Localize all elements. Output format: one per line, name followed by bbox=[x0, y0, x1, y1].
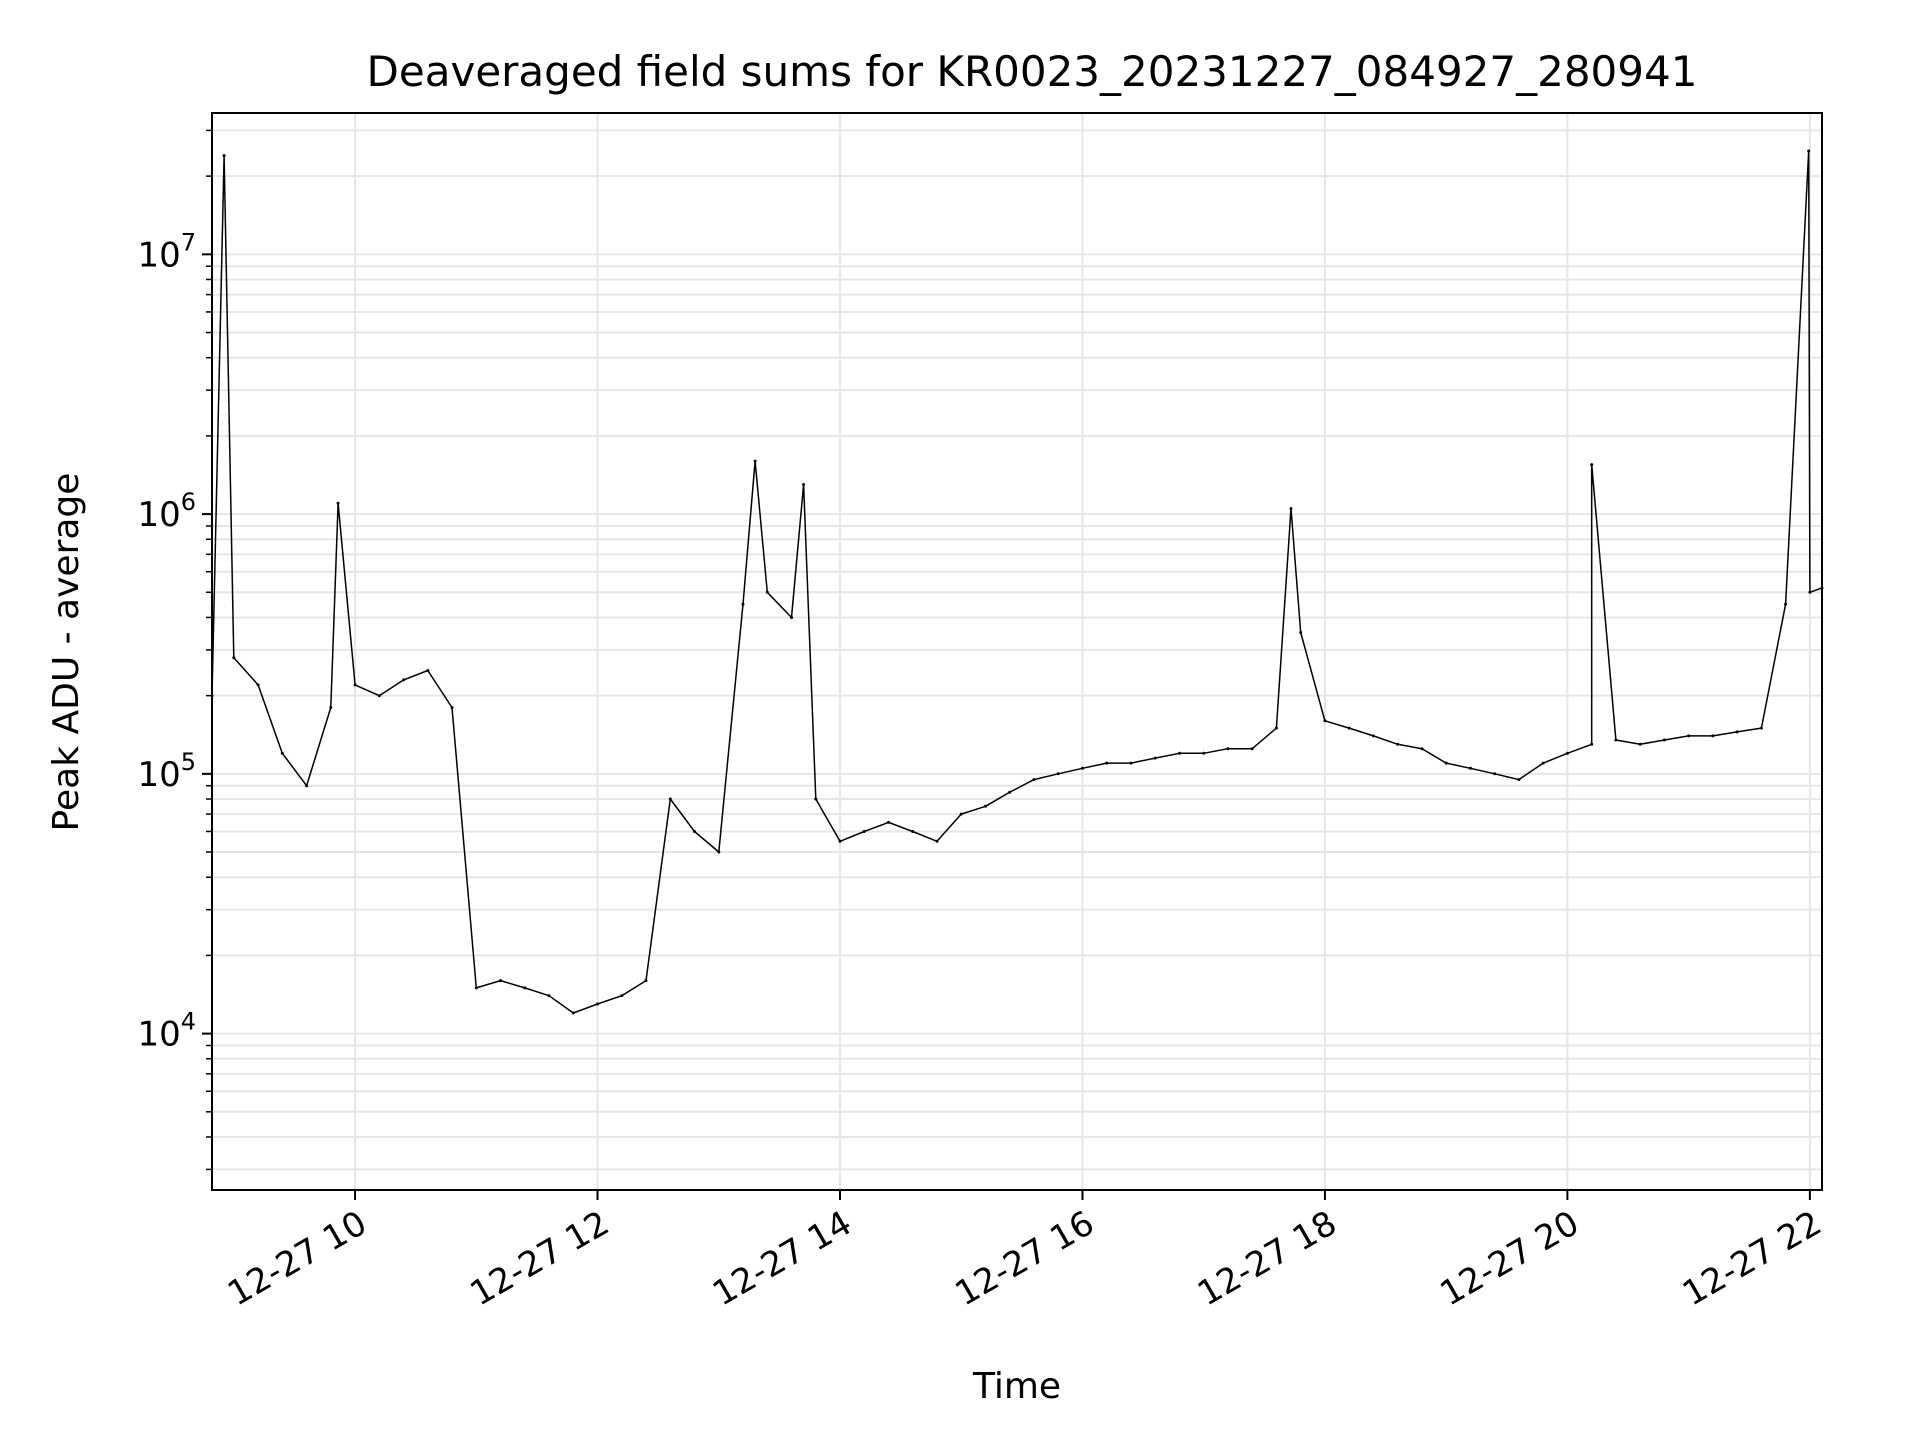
data-point bbox=[790, 616, 793, 619]
data-point bbox=[377, 694, 381, 698]
plot-frame bbox=[211, 112, 1823, 1191]
data-point bbox=[1638, 742, 1642, 746]
data-point bbox=[693, 830, 696, 833]
data-point bbox=[959, 812, 963, 816]
y-axis-label: Peak ADU - average bbox=[46, 473, 87, 832]
data-point bbox=[1420, 747, 1424, 751]
data-point bbox=[596, 1002, 599, 1006]
data-point bbox=[547, 994, 551, 998]
data-point bbox=[984, 804, 987, 808]
y-tick-label: 106 bbox=[137, 488, 196, 535]
chart-title: Deaveraged field sums for KR0023_2023122… bbox=[367, 47, 1698, 96]
data-point bbox=[1274, 726, 1278, 730]
data-point bbox=[1759, 726, 1763, 730]
data-point bbox=[1289, 507, 1293, 511]
data-point bbox=[222, 154, 226, 158]
data-point bbox=[1808, 590, 1812, 594]
data-point bbox=[753, 459, 757, 463]
data-point bbox=[911, 830, 915, 833]
data-point bbox=[402, 678, 406, 682]
data-point bbox=[499, 979, 502, 983]
data-point bbox=[620, 994, 624, 998]
data-point bbox=[1541, 761, 1545, 765]
data-point bbox=[765, 590, 769, 594]
data-point bbox=[523, 986, 527, 990]
data-point bbox=[1105, 761, 1109, 765]
data-point bbox=[1614, 738, 1618, 742]
data-point bbox=[1347, 726, 1351, 730]
data-point bbox=[717, 850, 721, 854]
data-point bbox=[1444, 761, 1448, 765]
data-point bbox=[474, 986, 478, 990]
grid bbox=[212, 113, 1822, 1190]
data-point bbox=[1153, 756, 1157, 760]
data-point bbox=[305, 784, 309, 788]
data-point bbox=[1202, 751, 1206, 755]
data-point bbox=[1711, 734, 1715, 738]
data-point bbox=[887, 820, 890, 824]
data-point bbox=[280, 751, 284, 755]
series-line bbox=[210, 149, 1824, 1015]
data-point bbox=[336, 501, 340, 505]
data-point bbox=[1784, 602, 1788, 606]
data-point bbox=[1299, 631, 1303, 634]
y-tick-label: 105 bbox=[137, 748, 196, 795]
data-point bbox=[1250, 747, 1254, 751]
data-point bbox=[450, 706, 454, 709]
y-tick-label: 104 bbox=[137, 1008, 196, 1055]
data-point bbox=[1807, 149, 1811, 153]
data-point bbox=[426, 669, 430, 672]
data-point bbox=[1081, 766, 1084, 770]
data-point bbox=[1735, 730, 1739, 734]
data-point bbox=[935, 839, 939, 843]
data-point bbox=[1226, 747, 1230, 751]
data-point bbox=[1129, 761, 1133, 765]
data-point bbox=[1371, 734, 1375, 738]
y-tick-label: 107 bbox=[137, 228, 196, 275]
data-point bbox=[1590, 463, 1594, 467]
y-axis: 104 105 106 107 bbox=[137, 129, 212, 1171]
data-point bbox=[1032, 778, 1036, 782]
data-point bbox=[668, 797, 672, 801]
data-point bbox=[1056, 772, 1060, 776]
data-point bbox=[814, 797, 818, 801]
data-point bbox=[1468, 766, 1472, 770]
data-point bbox=[802, 483, 806, 486]
data-point bbox=[1565, 751, 1569, 755]
x-axis-label: Time bbox=[972, 1366, 1061, 1407]
data-point bbox=[329, 706, 333, 709]
data-point bbox=[741, 602, 745, 606]
data-point bbox=[862, 830, 866, 833]
data-point bbox=[1396, 742, 1400, 746]
data-point bbox=[232, 656, 236, 660]
data-point bbox=[256, 683, 260, 687]
data-point bbox=[1517, 778, 1521, 782]
data-point bbox=[1590, 742, 1594, 746]
data-point bbox=[353, 683, 357, 687]
data-point bbox=[571, 1011, 575, 1015]
data-point bbox=[644, 979, 648, 983]
data-point bbox=[1323, 719, 1327, 723]
data-point bbox=[1687, 734, 1691, 738]
data-point bbox=[838, 839, 842, 843]
data-point bbox=[1178, 751, 1181, 755]
data-point bbox=[1493, 772, 1497, 776]
data-point bbox=[1662, 738, 1666, 742]
data-point bbox=[1008, 790, 1012, 794]
